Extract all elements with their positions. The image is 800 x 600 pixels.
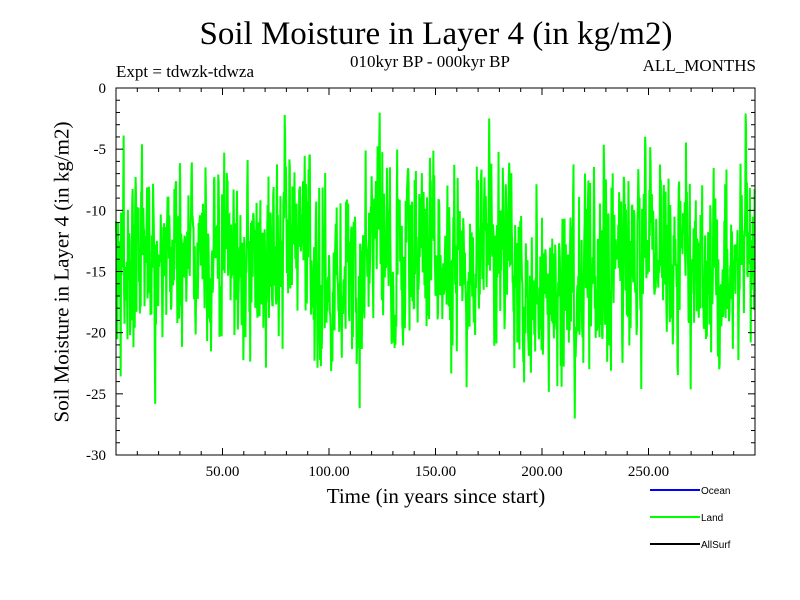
x-tick-label: 150.00 xyxy=(415,464,456,480)
y-tick-label: -25 xyxy=(86,387,106,403)
experiment-label: Expt = tdwzk-tdwza xyxy=(116,62,254,81)
y-tick-label: -15 xyxy=(86,265,106,281)
chart-subtitle: 010kyr BP - 000kyr BP xyxy=(350,52,510,71)
y-tick-label: -20 xyxy=(86,326,106,342)
legend-label-allsurf: AllSurf xyxy=(701,540,731,551)
y-tick-label: -5 xyxy=(94,142,107,158)
x-tick-label: 250.00 xyxy=(628,464,669,480)
x-tick-label: 50.00 xyxy=(206,464,240,480)
series-line-land xyxy=(115,112,756,419)
y-tick-label: 0 xyxy=(99,81,107,97)
y-tick-label: -30 xyxy=(86,448,106,464)
y-tick-label: -10 xyxy=(86,203,106,219)
x-tick-label: 200.00 xyxy=(521,464,562,480)
months-label: ALL_MONTHS xyxy=(642,56,756,75)
x-axis-label: Time (in years since start) xyxy=(326,484,546,508)
legend-label-land: Land xyxy=(701,513,723,524)
legend-label-ocean: Ocean xyxy=(701,486,730,497)
x-tick-label: 100.00 xyxy=(308,464,349,480)
chart-title: Soil Moisture in Layer 4 (in kg/m2) xyxy=(199,16,673,52)
